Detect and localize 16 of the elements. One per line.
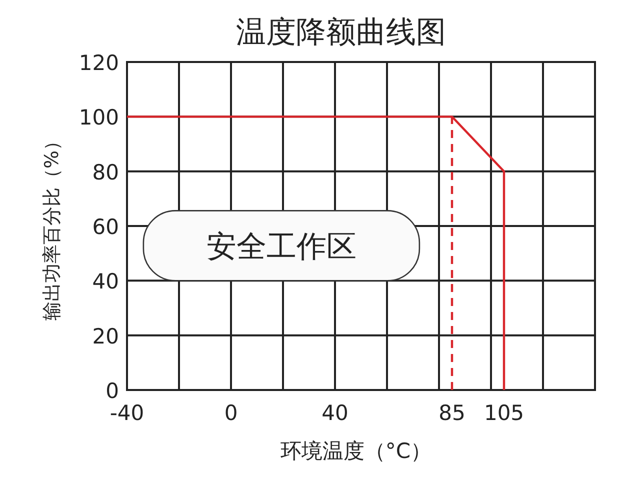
x-axis-title: 环境温度（°C） <box>280 439 432 463</box>
y-tick-label: 60 <box>92 215 119 239</box>
x-tick-label: 40 <box>322 401 348 425</box>
x-tick-label: 85 <box>438 401 466 425</box>
chart-title: 温度降额曲线图 <box>236 15 446 50</box>
x-tick-label: 0 <box>224 401 238 425</box>
y-axis-title: 输出功率百分比（%） <box>41 131 63 321</box>
y-tick-label: 0 <box>106 379 119 403</box>
x-tick-label: 105 <box>484 401 524 425</box>
y-tick-label: 40 <box>92 270 119 294</box>
y-tick-label: 120 <box>78 51 119 75</box>
y-tick-label: 80 <box>92 160 119 184</box>
y-tick-label: 20 <box>92 324 119 348</box>
x-tick-label: -40 <box>110 401 144 425</box>
y-tick-label: 100 <box>78 106 119 130</box>
annotation: 安全工作区 <box>206 230 356 265</box>
